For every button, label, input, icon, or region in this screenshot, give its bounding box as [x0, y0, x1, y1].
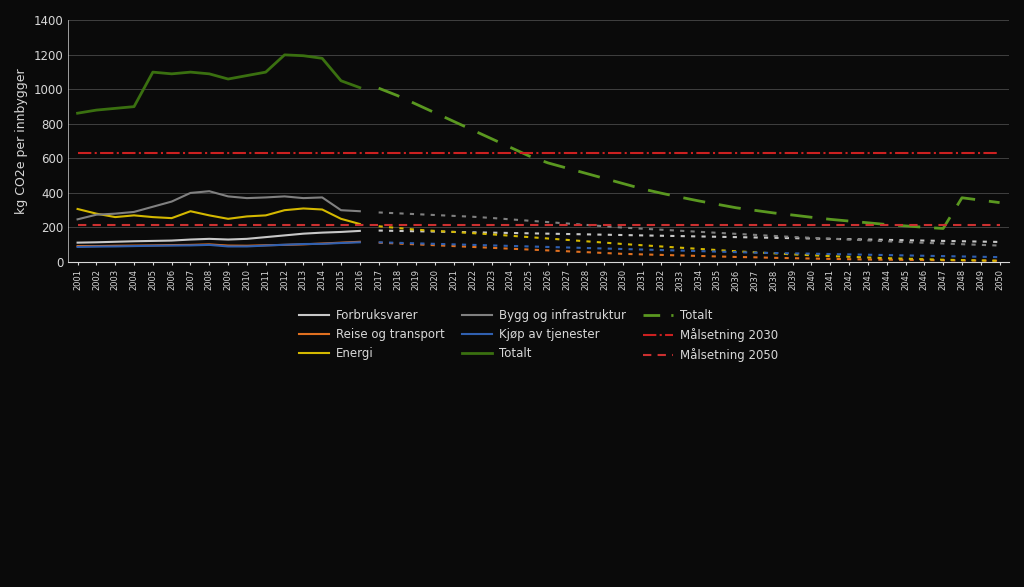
Y-axis label: kg CO2e per innbygger: kg CO2e per innbygger	[15, 68, 28, 214]
Legend: Forbruksvarer, Reise og transport, Energi, Bygg og infrastruktur, Kjøp av tjenes: Forbruksvarer, Reise og transport, Energ…	[299, 309, 778, 362]
